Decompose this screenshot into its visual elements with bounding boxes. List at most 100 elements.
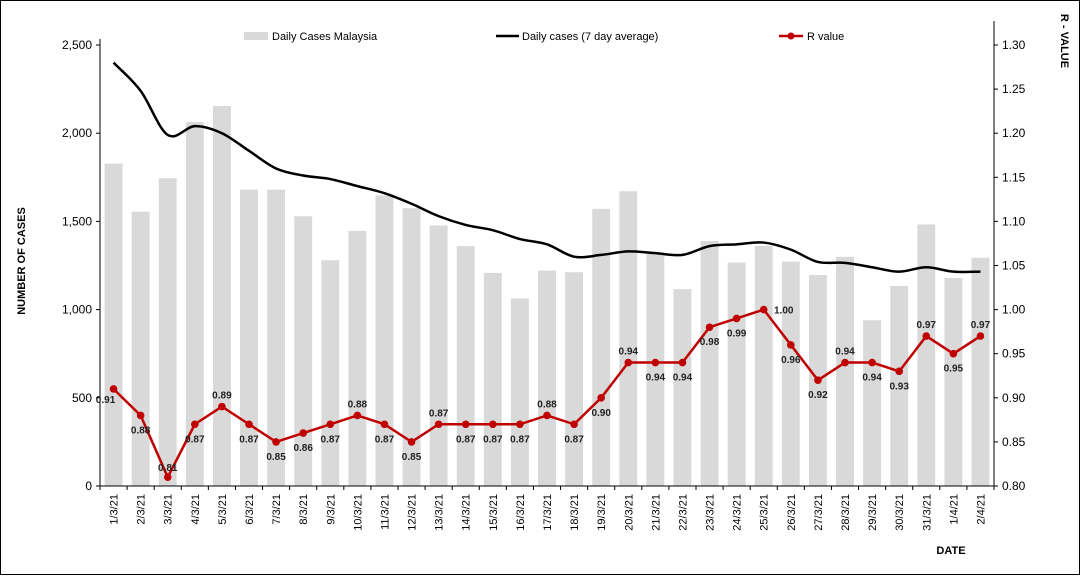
x-tick-label: 18/3/21 <box>569 494 581 531</box>
r-value-data-label: 0.92 <box>808 390 828 401</box>
r-value-data-label: 0.87 <box>321 434 341 445</box>
r-value-point <box>191 420 199 429</box>
r-value-point <box>651 358 660 367</box>
r-value-data-label: 1.00 <box>774 306 794 317</box>
x-tick-label: 29/3/21 <box>867 494 879 531</box>
r-value-layer: 0.91 0.88 0.81 0.87 0.89 0.87 0.85 0.86 0.87 0.88… <box>96 306 991 481</box>
r-value-data-label: 0.94 <box>619 347 639 358</box>
daily-cases-bar <box>131 211 150 486</box>
left-axis-title: NUMBER OF CASES <box>16 207 28 315</box>
x-tick-label: 11/3/21 <box>379 494 391 530</box>
daily-cases-bar <box>402 208 421 487</box>
r-value-data-label: 0.96 <box>781 355 801 366</box>
r-value-data-label: 0.87 <box>375 434 395 445</box>
right-tick-label: 1.15 <box>1002 170 1026 184</box>
x-tick-label: 9/3/21 <box>325 494 337 525</box>
x-tick-label: 2/4/21 <box>975 494 987 525</box>
ticks-layer: 0 500 1,000 1,500 2,000 2,500 0.80 0.85 0.90 0.95… <box>62 38 1026 531</box>
x-tick-label: 30/3/21 <box>894 494 906 531</box>
x-tick-label: 22/3/21 <box>677 494 689 531</box>
daily-cases-bar <box>185 122 204 487</box>
r-value-data-label: 0.89 <box>212 391 232 402</box>
left-tick-label: 1,000 <box>62 303 92 317</box>
daily-cases-bar <box>538 270 556 486</box>
r-value-data-label: 0.85 <box>402 452 422 463</box>
daily-cases-bar <box>754 245 773 486</box>
r-value-data-label: 0.99 <box>727 328 747 339</box>
r-value-point <box>814 376 822 384</box>
r-value-point <box>949 349 958 358</box>
daily-cases-bar <box>104 163 123 486</box>
r-value-point <box>705 323 714 332</box>
daily-cases-bar <box>727 262 746 486</box>
r-value-point <box>245 420 253 429</box>
r-value-data-label: 0.88 <box>537 399 557 410</box>
x-tick-label: 8/3/21 <box>298 494 310 525</box>
daily-cases-bar <box>240 189 258 486</box>
daily-cases-bar <box>348 230 367 486</box>
x-tick-label: 3/3/21 <box>163 494 175 525</box>
r-value-point <box>895 367 903 376</box>
r-value-point <box>732 314 741 323</box>
r-value-point <box>868 358 876 367</box>
daily-cases-bar <box>781 261 800 486</box>
legend-label-7day-average: Daily cases (7 day average) <box>522 31 658 43</box>
right-tick-label: 0.85 <box>1002 435 1026 449</box>
r-value-data-label: 0.87 <box>510 434 530 445</box>
r-value-point <box>136 411 145 420</box>
r-value-data-label: 0.85 <box>266 452 286 463</box>
r-value-point <box>624 358 633 367</box>
r-value-point <box>461 420 470 429</box>
x-tick-label: 1/3/21 <box>109 494 121 525</box>
left-tick-label: 500 <box>72 391 92 405</box>
r-value-data-label: 0.95 <box>944 364 964 375</box>
daily-cases-bar <box>863 320 882 486</box>
right-tick-label: 1.10 <box>1002 214 1026 228</box>
r-value-point <box>299 429 307 437</box>
r-value-data-label: 0.97 <box>917 320 937 331</box>
legend-label-daily-cases: Daily Cases Malaysia <box>272 31 378 43</box>
x-tick-label: 12/3/21 <box>407 494 419 531</box>
bars-layer <box>104 106 990 487</box>
daily-cases-bar <box>836 256 854 486</box>
r-value-point <box>787 341 795 349</box>
r-value-point <box>272 438 280 446</box>
r-value-point <box>841 358 849 367</box>
axes-layer <box>96 21 998 490</box>
legend-swatch-r-value-marker <box>787 32 795 40</box>
left-tick-label: 0 <box>85 479 92 493</box>
daily-cases-bar <box>565 272 584 486</box>
x-axis-title: DATE <box>936 545 965 557</box>
x-tick-label: 2/3/21 <box>136 494 148 525</box>
x-tick-label: 25/3/21 <box>759 494 771 531</box>
daily-cases-bar <box>700 240 719 486</box>
right-tick-label: 0.80 <box>1002 479 1026 493</box>
r-value-point <box>163 473 172 481</box>
daily-cases-bar <box>294 216 313 486</box>
r-value-data-label: 0.88 <box>348 399 368 410</box>
x-tick-label: 31/3/21 <box>921 494 933 531</box>
r-value-point <box>489 420 497 429</box>
daily-cases-bar <box>917 224 936 486</box>
x-tick-label: 19/3/21 <box>596 494 608 531</box>
r-value-data-label: 0.93 <box>889 381 909 392</box>
legend-swatch-daily-cases <box>244 32 268 40</box>
r-value-point <box>516 420 524 429</box>
r-value-point <box>976 332 985 340</box>
x-tick-label: 28/3/21 <box>840 494 852 531</box>
legend: Daily Cases Malaysia Daily cases (7 day … <box>244 31 844 43</box>
x-tick-label: 15/3/21 <box>488 494 500 531</box>
daily-cases-bar <box>646 253 665 486</box>
r-value-point <box>759 305 768 314</box>
daily-cases-bar <box>375 195 394 487</box>
legend-label-r-value: R value <box>807 31 844 43</box>
daily-cases-bar <box>321 260 340 486</box>
x-tick-label: 16/3/21 <box>515 494 527 531</box>
r-value-data-label: 0.87 <box>185 434 205 445</box>
r-value-point <box>434 420 443 429</box>
x-tick-label: 26/3/21 <box>786 494 798 531</box>
x-tick-label: 4/3/21 <box>190 494 202 525</box>
r-value-data-label: 0.86 <box>293 443 313 454</box>
r-value-point <box>922 332 931 340</box>
right-tick-label: 1.05 <box>1002 259 1026 273</box>
